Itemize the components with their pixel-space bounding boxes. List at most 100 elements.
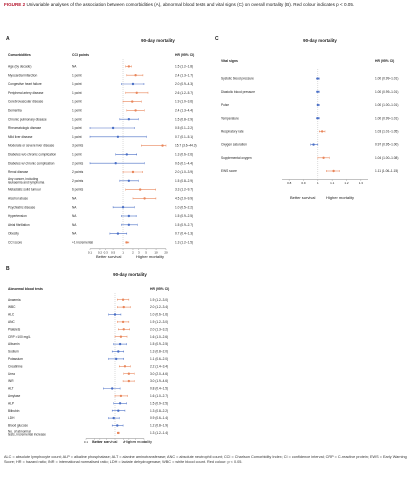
panel-b-col-name: Abnormal blood tests bbox=[8, 287, 43, 291]
panel-b-row-label: Blood glucose bbox=[8, 424, 28, 428]
panel-a-row-points: 1 point bbox=[72, 91, 82, 95]
panel-c-row-hr: 1.00 (0.99–1.01) bbox=[375, 116, 398, 120]
panel-a-point-estimate bbox=[131, 170, 135, 174]
panel-c-point-estimate bbox=[316, 90, 320, 94]
panel-b-point-estimate bbox=[121, 298, 125, 301]
panel-b-point-estimate bbox=[119, 335, 123, 338]
panel-a-row-label: leukaemia and lymphoma bbox=[8, 181, 45, 185]
panel-b-point-estimate bbox=[117, 431, 120, 435]
panel-a-row-hr: 3.3 (1.2–9.7) bbox=[175, 188, 193, 192]
panel-a-row-hr: 2.4 (1.3–1.7) bbox=[175, 73, 193, 77]
panel-c-row-label: Supplemental oxygen bbox=[221, 156, 252, 160]
panel-b-row-hr: 1.2 (0.8–1.9) bbox=[150, 424, 168, 428]
panel-c-row-label: Oxygen saturation bbox=[221, 143, 247, 147]
panel-b-row-hr: 3.0 (1.9–4.6) bbox=[150, 379, 168, 383]
panel-b-row-label: ALT bbox=[8, 387, 14, 391]
panel-b-row-label: Amylase bbox=[8, 394, 20, 398]
panel-c-row-hr: 1.03 (1.01–1.05) bbox=[375, 130, 398, 134]
panel-b-row-label: Sodium bbox=[8, 350, 19, 354]
panel-a-row-label: Renal disease bbox=[8, 170, 28, 174]
panel-a-tick-label: 2 bbox=[132, 250, 134, 254]
panel-b-point-estimate bbox=[127, 379, 131, 383]
panel-a-row-points: 3 points bbox=[72, 144, 84, 148]
panel-c-row-label: Diastolic blood pressure bbox=[221, 90, 255, 94]
panel-b-row-label: CRP >100 mg/L bbox=[8, 335, 31, 339]
panel-a-row-points: NA bbox=[72, 223, 77, 227]
panel-c-col-hr: HR (95% CI) bbox=[375, 59, 395, 63]
panel-b-axis-right: Higher mortality bbox=[124, 439, 153, 444]
panel-b-row-label: Bilirubin bbox=[8, 409, 20, 413]
panel-b-point-estimate bbox=[119, 394, 123, 398]
panel-b-row-label: Creatinine bbox=[8, 364, 23, 368]
panel-b-point-estimate bbox=[112, 416, 115, 420]
panel-a-row-hr: 1.5 (0.8–2.9) bbox=[175, 179, 193, 183]
panel-b-row-hr: 2.2 (1.4–3.4) bbox=[150, 364, 168, 368]
panel-a-row-points: 1 point bbox=[72, 82, 82, 86]
panel-a-point-estimate bbox=[131, 82, 135, 86]
panel-b-row-label: No. of abnormal bbox=[8, 429, 31, 433]
panel-a-row-label: Dementia bbox=[8, 109, 22, 113]
panel-a-axis-right: Higher mortality bbox=[136, 254, 165, 259]
panel-a-point-estimate bbox=[116, 232, 120, 235]
panel-c-tick-label: 1.2 bbox=[344, 181, 349, 185]
panel-a-row-hr: 1.5 (1.2–1.8) bbox=[175, 65, 193, 69]
panel-a-point-estimate bbox=[121, 206, 125, 209]
panel-b-row-hr: 2.0 (1.2–3.4) bbox=[150, 305, 168, 309]
panel-b-axis-left: Better survival bbox=[92, 439, 118, 444]
panel-a-row-label: Congestive heart failure bbox=[8, 82, 42, 86]
panel-b-row-label: INR bbox=[8, 379, 14, 383]
panel-c-row-hr: 0.97 (0.95–1.00) bbox=[375, 143, 398, 147]
panel-a-row-label: Diabetes w/ chronic complication bbox=[8, 161, 55, 165]
panel-b-row-hr: 1.6 (1.0–2.6) bbox=[150, 335, 168, 339]
panel-b-point-estimate bbox=[121, 320, 125, 324]
panel-c-tick-label: 1 bbox=[317, 181, 319, 185]
panel-a-row-hr: 2.4 (1.3–4.4) bbox=[175, 109, 193, 113]
panel-b-point-estimate bbox=[118, 402, 122, 405]
panel-a-point-estimate bbox=[116, 135, 120, 138]
panel-b-row-label: Urea bbox=[8, 372, 15, 376]
panel-b-row-hr: 1.9 (1.2–3.0) bbox=[150, 320, 168, 324]
panel-c-row-label: Pulse bbox=[221, 103, 229, 107]
panel-c-row-hr: 1.11 (1.06–1.15) bbox=[375, 169, 398, 173]
panel-c-row-hr: 1.00 (0.99–1.01) bbox=[375, 77, 398, 81]
panel-a-row-points: NA bbox=[72, 205, 77, 209]
panel-c-row-label: Respiratory rate bbox=[221, 130, 244, 134]
panel-b-tick-label: 5 bbox=[134, 440, 136, 444]
panel-b-point-estimate bbox=[117, 350, 120, 353]
panel-b-row-hr: 1.1 (0.6–2.0) bbox=[150, 357, 168, 361]
panel-a-point-estimate bbox=[114, 162, 117, 165]
panel-a-row-label: Cerebrovascular disease bbox=[8, 100, 43, 104]
panel-a-row-hr: 2.0 (0.9–4.3) bbox=[175, 82, 193, 86]
panel-b-row-hr: 2.0 (1.3–3.2) bbox=[150, 327, 168, 331]
figure-label: FIGURE 2 bbox=[4, 2, 26, 7]
panel-a-row-label: Age (by decade) bbox=[8, 65, 31, 69]
panel-c-tick-label: 1.1 bbox=[330, 181, 335, 185]
panel-c-tick-label: 1.3 bbox=[359, 181, 364, 185]
panel-a-point-estimate bbox=[134, 74, 137, 77]
panel-a-row-label: Chronic pulmonary disease bbox=[8, 117, 47, 121]
panel-a-row-points: NA bbox=[72, 65, 77, 69]
panel-c-point-estimate bbox=[320, 130, 324, 133]
panel-a-row-points: 2 points bbox=[72, 179, 84, 183]
panel-c-axis-right: Higher mortality bbox=[326, 195, 355, 200]
panel-a-row-points: 2 points bbox=[72, 170, 84, 174]
panel-a-point-estimate bbox=[127, 118, 131, 121]
panel-a-row-points: NA bbox=[72, 214, 77, 218]
panel-a-tick-label: 1 bbox=[122, 250, 124, 254]
panel-a-point-estimate bbox=[127, 223, 131, 226]
panel-a-row-points: 2 points bbox=[72, 161, 84, 165]
panel-a-row-hr: 2.6 (1.2–5.7) bbox=[175, 91, 193, 95]
panel-a-row-label: Alcohol abuse bbox=[8, 197, 28, 201]
panel-b-point-estimate bbox=[127, 372, 131, 375]
panel-c-point-estimate bbox=[312, 143, 315, 146]
panel-a-axis-left: Better survival bbox=[96, 254, 122, 259]
panel-a-row-label: Moderate or severe liver disease bbox=[8, 144, 54, 148]
panel-c-row-label: EWS score bbox=[221, 169, 237, 173]
panel-a-row-label: Any cancer, including bbox=[8, 177, 38, 181]
panel-a-row-hr: 1.5 (0.9–2.5) bbox=[175, 214, 193, 218]
panel-a-row-points: 1 point bbox=[72, 117, 82, 121]
panel-b-row-hr: 1.3 (0.8–2.2) bbox=[150, 409, 168, 413]
panel-c-tick-label: 0.9 bbox=[301, 181, 306, 185]
panel-a-row-label: Myocardial infarction bbox=[8, 73, 37, 77]
